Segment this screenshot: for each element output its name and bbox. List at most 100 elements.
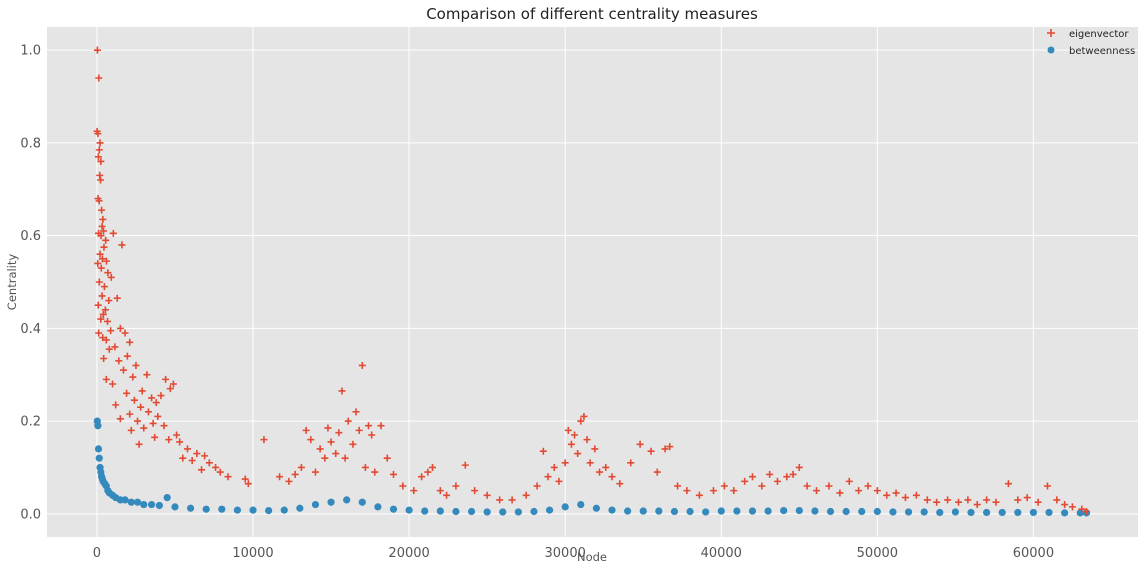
eigenvector-point [102, 336, 110, 344]
betweenness-point [733, 507, 741, 515]
betweenness-point [140, 500, 148, 509]
betweenness-point [1029, 508, 1038, 517]
eigenvector-point [107, 273, 115, 281]
eigenvector-point [355, 426, 363, 434]
betweenness-point [147, 500, 156, 509]
y-tick-label: 0.0 [20, 507, 41, 522]
eigenvector-point [508, 496, 516, 504]
betweenness-point [858, 507, 866, 516]
eigenvector-point [100, 243, 108, 251]
eigenvector-point [864, 482, 872, 490]
eigenvector-point [109, 380, 117, 388]
betweenness-point [311, 500, 320, 509]
eigenvector-point [99, 310, 107, 318]
eigenvector-point [709, 487, 717, 495]
y-tick-label: 0.2 [20, 415, 41, 430]
eigenvector-point [140, 424, 148, 432]
eigenvector-point [101, 306, 109, 314]
eigenvector-point [410, 487, 418, 495]
eigenvector-point [758, 482, 766, 490]
eigenvector-point [730, 487, 738, 495]
eigenvector-point [135, 440, 143, 448]
betweenness-point [121, 496, 129, 504]
eigenvector-point [151, 433, 159, 441]
eigenvector-point [627, 459, 635, 467]
eigenvector-point [95, 278, 103, 286]
betweenness-point [327, 498, 335, 506]
eigenvector-point [399, 482, 407, 490]
eigenvector-point [105, 345, 113, 353]
y-tick-label: 0.4 [20, 322, 41, 337]
eigenvector-point [130, 396, 138, 404]
eigenvector-point [561, 459, 569, 467]
eigenvector-point [241, 475, 249, 483]
eigenvector-point [596, 468, 604, 476]
eigenvector-point [157, 392, 165, 400]
betweenness-point [639, 507, 647, 515]
y-tick-label: 0.8 [20, 136, 41, 151]
eigenvector-point [602, 463, 610, 471]
betweenness-point [421, 507, 429, 515]
grid-lines [47, 27, 1138, 537]
eigenvector-point [429, 463, 437, 471]
eigenvector-point [260, 436, 268, 444]
betweenness-point [343, 496, 351, 504]
eigenvector-point [452, 482, 460, 490]
legend-marker-plus-icon [1047, 29, 1055, 37]
x-tick-label: 40000 [701, 546, 742, 561]
eigenvector-point [137, 403, 145, 411]
eigenvector-point [321, 454, 329, 462]
eigenvector-point [564, 426, 572, 434]
eigenvector-point [244, 480, 252, 488]
eigenvector-point [496, 496, 504, 504]
eigenvector-point [338, 387, 346, 395]
eigenvector-point [577, 417, 585, 425]
betweenness-point [951, 508, 959, 516]
eigenvector-point [825, 482, 833, 490]
betweenness-point [764, 507, 772, 515]
eigenvector-point [94, 301, 102, 309]
betweenness-point [171, 503, 179, 511]
eigenvector-point [461, 461, 469, 469]
eigenvector-point [205, 459, 213, 467]
eigenvector-point [361, 463, 369, 471]
eigenvector-point [95, 146, 103, 154]
legend-label-betweenness: betweenness [1069, 46, 1135, 57]
eigenvector-point [116, 415, 124, 423]
betweenness-point [561, 503, 569, 511]
eigenvector-point [160, 422, 168, 430]
eigenvector-point [97, 232, 105, 240]
eigenvector-point [118, 241, 126, 249]
eigenvector-point [98, 292, 106, 300]
eigenvector-point [166, 385, 174, 393]
eigenvector-point [111, 343, 119, 351]
betweenness-point [218, 505, 226, 513]
eigenvector-point [608, 473, 616, 481]
eigenvector-point [383, 454, 391, 462]
eigenvector-point [216, 468, 224, 476]
eigenvector-point [580, 412, 588, 420]
eigenvector-point [132, 361, 140, 369]
betweenness-point [936, 508, 944, 517]
legend-item-betweenness: betweenness [1047, 46, 1135, 57]
eigenvector-point [116, 324, 124, 332]
eigenvector-point [773, 477, 781, 485]
eigenvector-point [1053, 496, 1061, 504]
eigenvector-point [418, 473, 426, 481]
eigenvector-point [95, 197, 103, 205]
betweenness-point [842, 507, 850, 516]
eigenvector-point [748, 473, 756, 481]
eigenvector-point [349, 440, 357, 448]
x-axis-label: Node [577, 550, 607, 564]
eigenvector-point [183, 445, 191, 453]
eigenvector-point [149, 419, 157, 427]
eigenvector-point [97, 264, 105, 272]
eigenvector-point [102, 375, 110, 383]
eigenvector-point [766, 470, 774, 478]
eigenvector-point [483, 491, 491, 499]
eigenvector-point [94, 153, 102, 161]
eigenvector-point [121, 329, 129, 337]
betweenness-point [811, 507, 819, 515]
eigenvector-point [212, 463, 220, 471]
eigenvector-point [377, 422, 385, 430]
